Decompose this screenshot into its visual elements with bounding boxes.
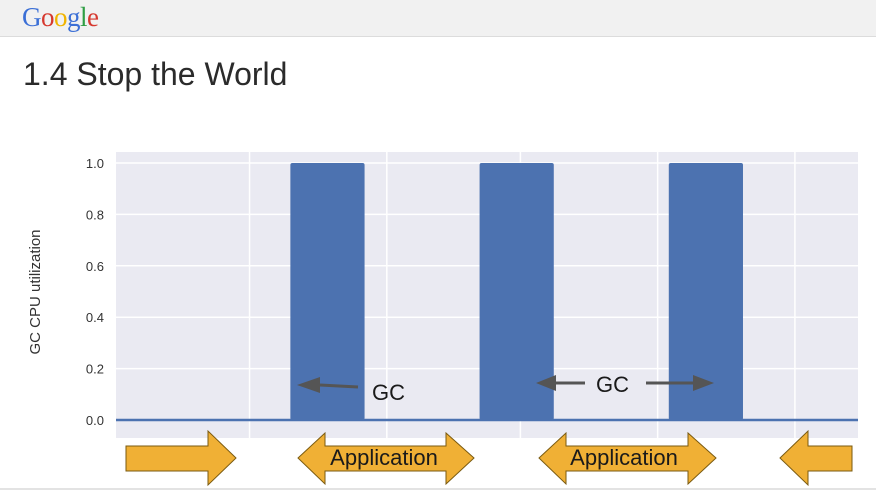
slide-title: 1.4 Stop the World <box>23 56 288 92</box>
gc-annotation-1: GC <box>297 377 405 405</box>
y-tick-label: 0.6 <box>86 259 104 274</box>
footer-divider <box>0 488 876 490</box>
application-arrow-double-2 <box>538 431 717 486</box>
gc-bar-2 <box>479 163 554 420</box>
gc-bar-3 <box>668 163 743 420</box>
y-axis-label: GC CPU utilization <box>27 229 44 354</box>
y-tick-label: 0.8 <box>86 207 104 222</box>
gc-bar-1 <box>290 163 365 420</box>
top-bar: Google <box>0 0 876 37</box>
gc-label-2: GC <box>596 372 629 397</box>
gc-label-1: GC <box>372 380 405 405</box>
y-tick-label: 1.0 <box>86 156 104 171</box>
y-tick-label: 0.4 <box>86 310 104 325</box>
application-arrow-double-1 <box>297 431 475 486</box>
logo-letter: G <box>22 2 42 32</box>
logo-letter: l <box>80 2 88 32</box>
google-logo: Google <box>22 2 99 33</box>
logo-letter: o <box>41 2 55 32</box>
gc-annotation-2: GC <box>536 372 714 397</box>
application-label-1: Application <box>330 445 438 470</box>
y-tick-label: 0.0 <box>86 413 104 428</box>
y-tick-label: 0.2 <box>86 362 104 377</box>
logo-letter: o <box>54 2 68 32</box>
logo-letter: e <box>87 2 99 32</box>
logo-letter: g <box>67 2 81 32</box>
application-arrow-right-1 <box>125 429 237 487</box>
application-label-2: Application <box>570 445 678 470</box>
application-arrow-left-1 <box>779 429 853 487</box>
